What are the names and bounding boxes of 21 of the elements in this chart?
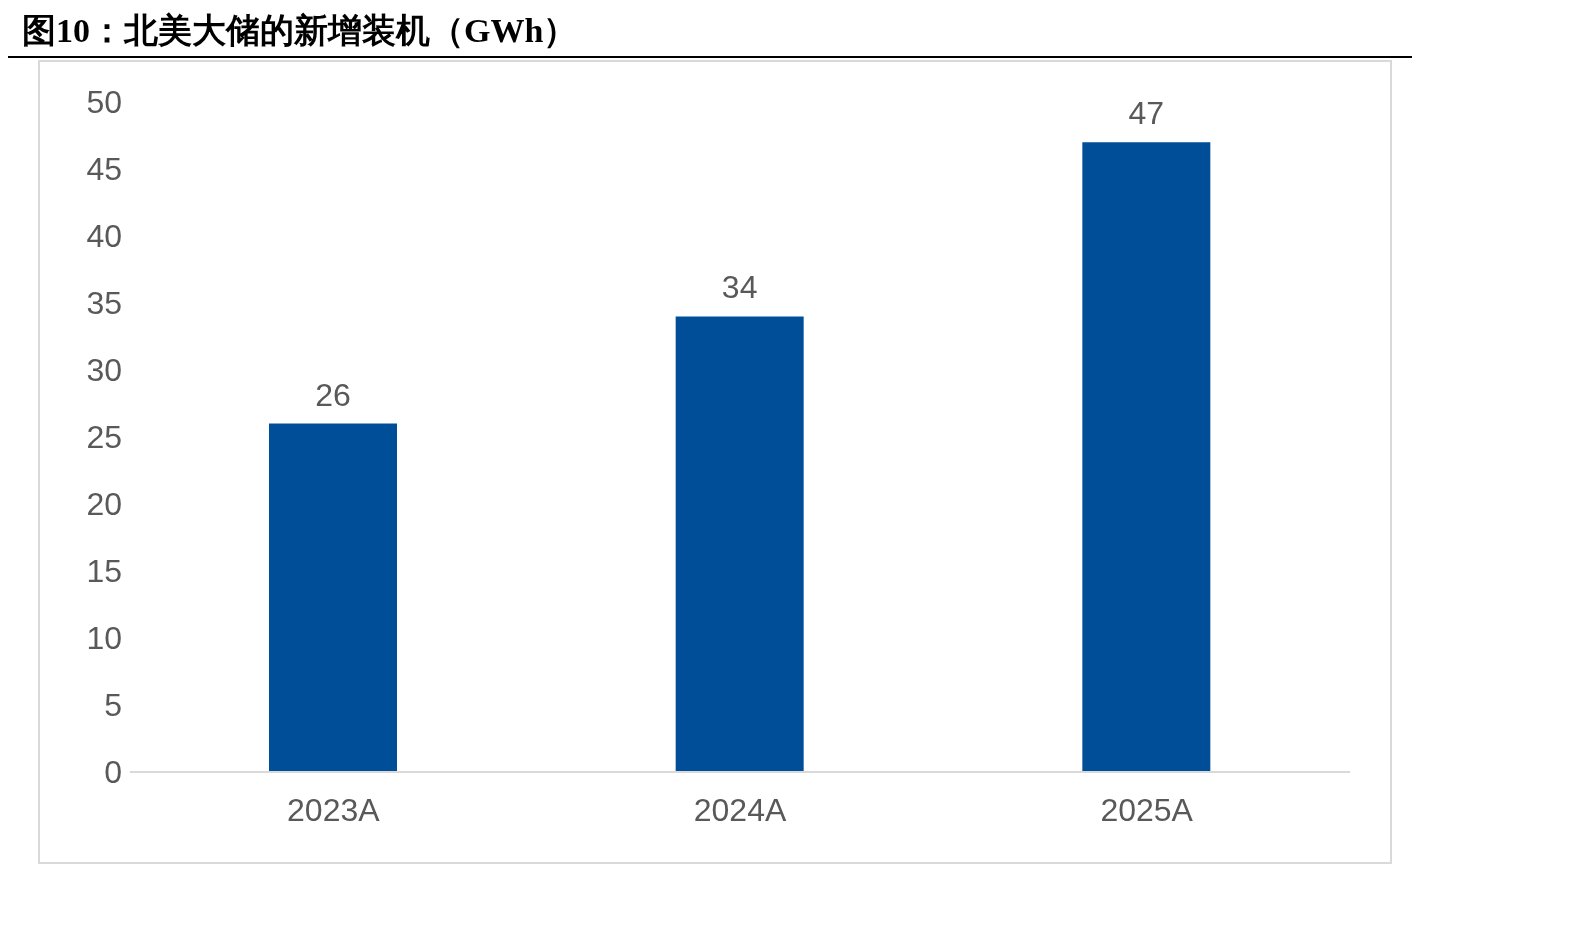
y-tick-label: 5 — [104, 687, 122, 724]
y-tick-label: 0 — [104, 754, 122, 791]
x-tick-label: 2023A — [287, 791, 381, 828]
chart-title: 图10：北美大储的新增装机（GWh） — [8, 8, 1412, 58]
bar — [675, 316, 804, 772]
y-tick-label: 20 — [86, 486, 122, 523]
y-tick-label: 40 — [86, 218, 122, 255]
y-tick-label: 35 — [86, 285, 122, 322]
y-tick-label: 25 — [86, 419, 122, 456]
y-tick-label: 15 — [86, 553, 122, 590]
bar — [269, 423, 397, 772]
y-tick-label: 10 — [86, 620, 122, 657]
x-tick-label: 2024A — [693, 791, 787, 828]
data-label: 47 — [1128, 95, 1165, 132]
y-tick-label: 50 — [86, 84, 122, 121]
y-tick-label: 30 — [86, 352, 122, 389]
y-tick-label: 45 — [86, 151, 122, 188]
data-label: 34 — [721, 269, 758, 306]
bar — [1082, 142, 1211, 772]
data-label: 26 — [315, 376, 351, 413]
x-tick-label: 2025A — [1100, 791, 1194, 828]
